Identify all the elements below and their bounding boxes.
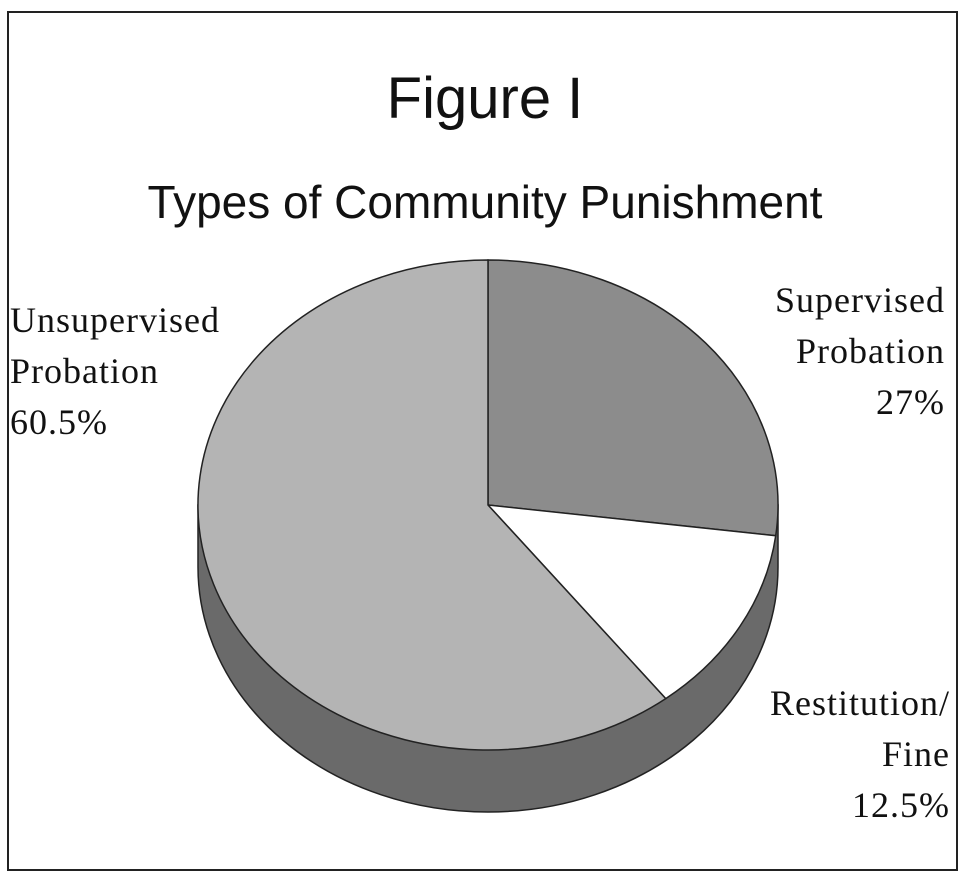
slice-label: Supervised Probation xyxy=(775,280,945,371)
slice-label: Unsupervised Probation xyxy=(10,300,220,391)
slice-value-label: 27% xyxy=(876,382,945,422)
pie-slice xyxy=(197,259,667,751)
slice-value-label: 60.5% xyxy=(10,402,108,442)
pie-slice xyxy=(487,259,779,537)
chart-subtitle: Types of Community Punishment xyxy=(148,176,823,228)
slice-value-label: 12.5% xyxy=(852,785,950,825)
slice-label: Restitution/Fine xyxy=(770,683,950,774)
pie xyxy=(197,259,779,813)
pie-slice xyxy=(486,504,777,700)
chart-title: Figure I xyxy=(387,66,584,131)
